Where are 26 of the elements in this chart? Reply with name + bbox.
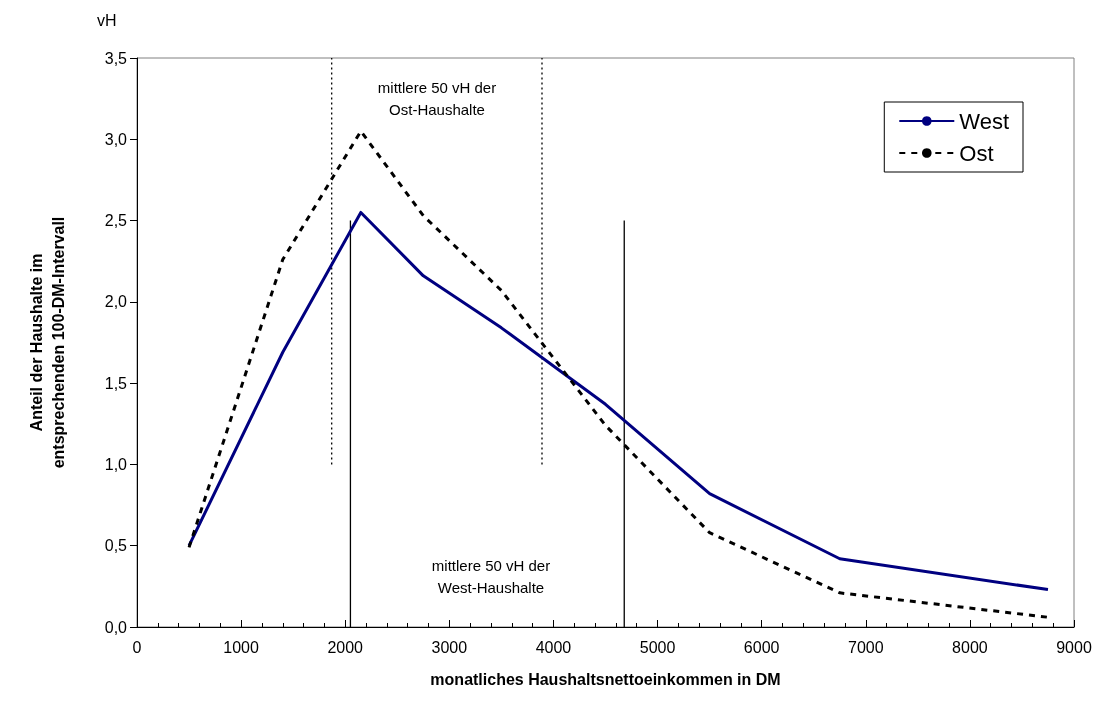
x-axis-title: monatliches Haushaltsnettoeinkommen in DM (430, 670, 781, 688)
x-tick-label: 6000 (743, 638, 780, 656)
x-tick-label: 2000 (327, 638, 364, 656)
y-tick-label: 2,5 (104, 212, 128, 230)
x-tick-label: 8000 (952, 638, 988, 656)
line-series (187, 210, 1050, 592)
x-tick-label: 7000 (847, 638, 884, 656)
y-tick-label: 0,5 (104, 537, 128, 555)
x-tick-label: 0 (132, 638, 142, 656)
x-tick-label: 4000 (535, 638, 572, 656)
y-tick-label: 3,0 (104, 130, 128, 148)
x-tick-label: 5000 (639, 638, 676, 656)
y-tick-label: 1,5 (104, 374, 128, 392)
x-tick-label: 9000 (1056, 638, 1092, 656)
legend-label: West (959, 108, 1009, 134)
y-axis-title: Anteil der Haushalte im entsprechenden 100-DM-Intervall (27, 216, 67, 469)
x-tick-label: 1000 (223, 638, 260, 656)
y-tick-label: 2,0 (104, 293, 128, 311)
legend-label: Ost (959, 140, 994, 166)
x-tick-label: 3000 (431, 638, 468, 656)
annotation: mittlere 50 vH der West-Haushalte (431, 556, 551, 596)
y-tick-label: 1,0 (104, 455, 128, 473)
text: vH (97, 11, 117, 29)
annotation: mittlere 50 vH der Ost-Haushalte (377, 78, 497, 118)
y-tick-label: 3,5 (104, 49, 128, 67)
y-tick-label: 0,0 (104, 618, 128, 636)
